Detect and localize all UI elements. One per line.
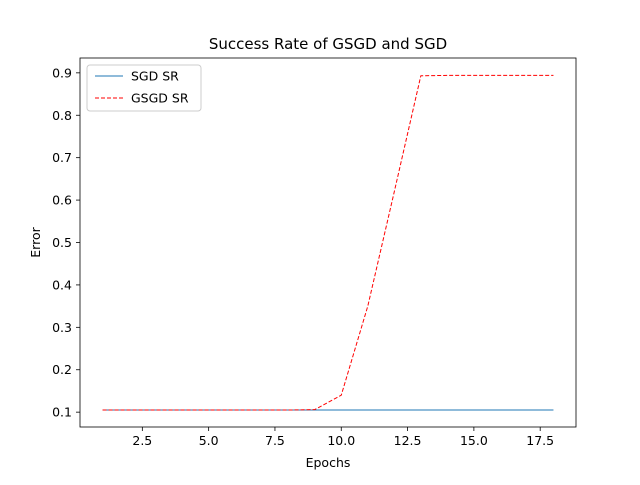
- y-tick-label: 0.1: [52, 405, 72, 420]
- y-tick-label: 0.3: [52, 320, 72, 335]
- series-line-gsgd-sr: [102, 74, 554, 411]
- y-tick-label: 0.4: [52, 277, 72, 292]
- x-tick-label: 15.0: [460, 433, 488, 448]
- x-tick-label: 12.5: [394, 433, 422, 448]
- legend-label-gsgd-sr: GSGD SR: [131, 91, 189, 106]
- x-tick-label: 2.5: [132, 433, 152, 448]
- x-tick-label: 17.5: [526, 433, 554, 448]
- y-tick-label: 0.6: [52, 193, 72, 208]
- y-axis-ticks: 0.1 0.2 0.3 0.4 0.5 0.6 0.7 0.8 0.9: [52, 65, 80, 420]
- y-tick-label: 0.8: [52, 108, 72, 123]
- y-tick-label: 0.2: [52, 362, 72, 377]
- legend: SGD SR GSGD SR: [86, 64, 202, 112]
- legend-label-sgd-sr: SGD SR: [131, 69, 179, 84]
- chart-title: Success Rate of GSGD and SGD: [209, 35, 447, 53]
- x-axis-label: Epochs: [306, 455, 351, 470]
- x-axis-ticks: 2.5 5.0 7.5 10.0 12.5 15.0 17.5: [132, 427, 554, 448]
- y-tick-label: 0.9: [52, 65, 72, 80]
- series-layer: [102, 74, 554, 411]
- x-tick-label: 10.0: [327, 433, 355, 448]
- y-axis-label: Error: [28, 226, 43, 257]
- x-tick-label: 5.0: [199, 433, 219, 448]
- y-tick-label: 0.7: [52, 150, 72, 165]
- x-tick-label: 7.5: [265, 433, 285, 448]
- plot-area-frame: [79, 57, 577, 428]
- y-tick-label: 0.5: [52, 235, 72, 250]
